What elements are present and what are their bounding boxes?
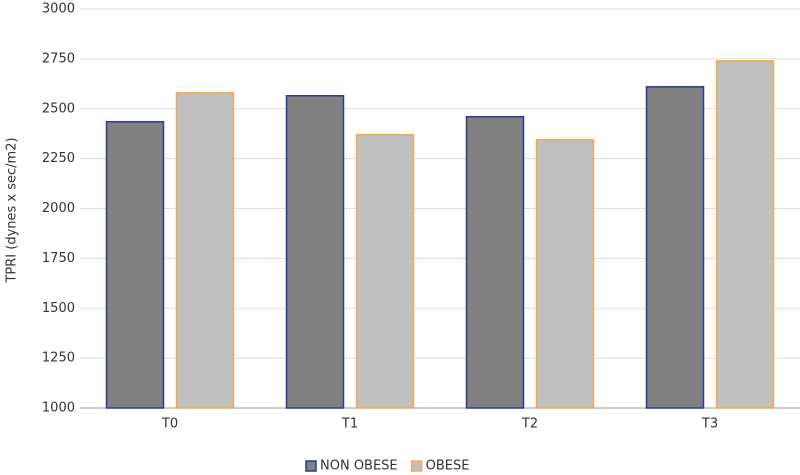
y-tick-label: 3000: [42, 2, 75, 17]
y-tick-label: 1500: [42, 301, 75, 316]
y-tick-label: 2000: [42, 201, 75, 216]
y-tick-label: 2250: [42, 151, 75, 166]
y-axis-label: TPRI (dynes x sec/m2): [5, 137, 20, 283]
x-tick-label: T1: [341, 417, 358, 432]
bar: [355, 133, 415, 409]
y-tick-label: 2500: [42, 101, 75, 116]
bar: [645, 86, 705, 409]
y-tick-label: 1250: [42, 351, 75, 366]
legend-label: OBESE: [426, 459, 470, 474]
bar: [715, 60, 775, 409]
legend-swatch: [305, 460, 317, 472]
legend-swatch: [410, 460, 423, 472]
bar: [175, 92, 235, 409]
y-tick-label: 1000: [42, 401, 75, 416]
bar: [105, 120, 165, 409]
y-tick-label: 2750: [42, 51, 75, 66]
legend-label: NON OBESE: [320, 459, 398, 474]
bar: [465, 115, 525, 409]
y-tick-label: 1750: [42, 251, 75, 266]
x-tick-label: T0: [161, 417, 178, 432]
bar: [535, 138, 595, 409]
bar: [285, 95, 345, 409]
x-tick-label: T2: [521, 417, 538, 432]
x-tick-label: T3: [701, 417, 718, 432]
